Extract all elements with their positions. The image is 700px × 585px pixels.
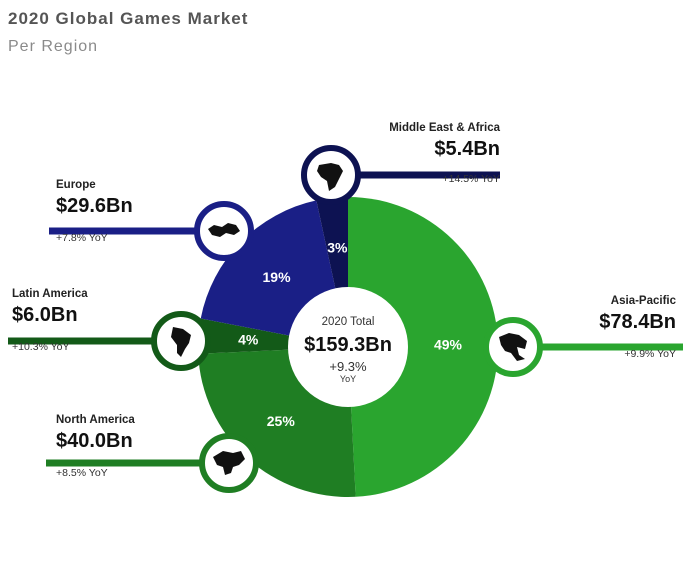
percent-label: 25% <box>267 413 296 429</box>
north-america-map-icon <box>199 433 259 493</box>
total-value: $159.3Bn <box>304 334 392 356</box>
region-name: Asia-Pacific <box>610 295 676 307</box>
percent-label: 3% <box>327 240 348 256</box>
region-name: North America <box>56 414 135 426</box>
percent-label: 19% <box>263 269 292 285</box>
asia-map-icon <box>483 317 543 377</box>
region-name: Middle East & Africa <box>389 122 500 134</box>
region-yoy: +14.5% YoY <box>442 173 500 185</box>
region-value: $29.6Bn <box>56 195 133 217</box>
percent-label: 49% <box>434 336 463 352</box>
callout-north-america: North America $40.0Bn +8.5% YoY <box>56 414 226 479</box>
south-america-map-icon <box>151 311 211 371</box>
africa-map-icon <box>301 145 361 205</box>
callout-asia-pacific: Asia-Pacific $78.4Bn +9.9% YoY <box>506 295 676 360</box>
chart-subtitle: Per Region <box>8 38 99 55</box>
callout-europe: Europe $29.6Bn +7.8% YoY <box>56 179 226 244</box>
callout-middle-east-africa: Middle East & Africa $5.4Bn +14.5% YoY <box>330 122 500 185</box>
total-yoy-suffix: YoY <box>339 374 357 384</box>
europe-map-icon <box>194 201 254 261</box>
region-value: $40.0Bn <box>56 430 133 452</box>
total-yoy: +9.3% <box>329 359 367 374</box>
center-total: 2020 Total $159.3Bn +9.3% YoY <box>290 316 406 384</box>
region-yoy: +10.3% YoY <box>12 341 70 353</box>
chart-title: 2020 Global Games Market <box>8 9 249 28</box>
region-name: Europe <box>56 179 96 191</box>
region-value: $78.4Bn <box>599 311 676 333</box>
callout-latin-america: Latin America $6.0Bn +10.3% YoY <box>12 288 182 353</box>
percent-label: 4% <box>238 332 259 348</box>
region-value: $5.4Bn <box>434 138 500 160</box>
slice-asia-pacific <box>348 197 499 497</box>
region-name: Latin America <box>12 288 88 300</box>
center-hole <box>288 287 408 407</box>
region-yoy: +8.5% YoY <box>56 467 108 479</box>
region-yoy: +7.8% YoY <box>56 232 108 244</box>
region-value: $6.0Bn <box>12 304 78 326</box>
region-yoy: +9.9% YoY <box>624 348 676 360</box>
total-label: 2020 Total <box>321 316 375 328</box>
